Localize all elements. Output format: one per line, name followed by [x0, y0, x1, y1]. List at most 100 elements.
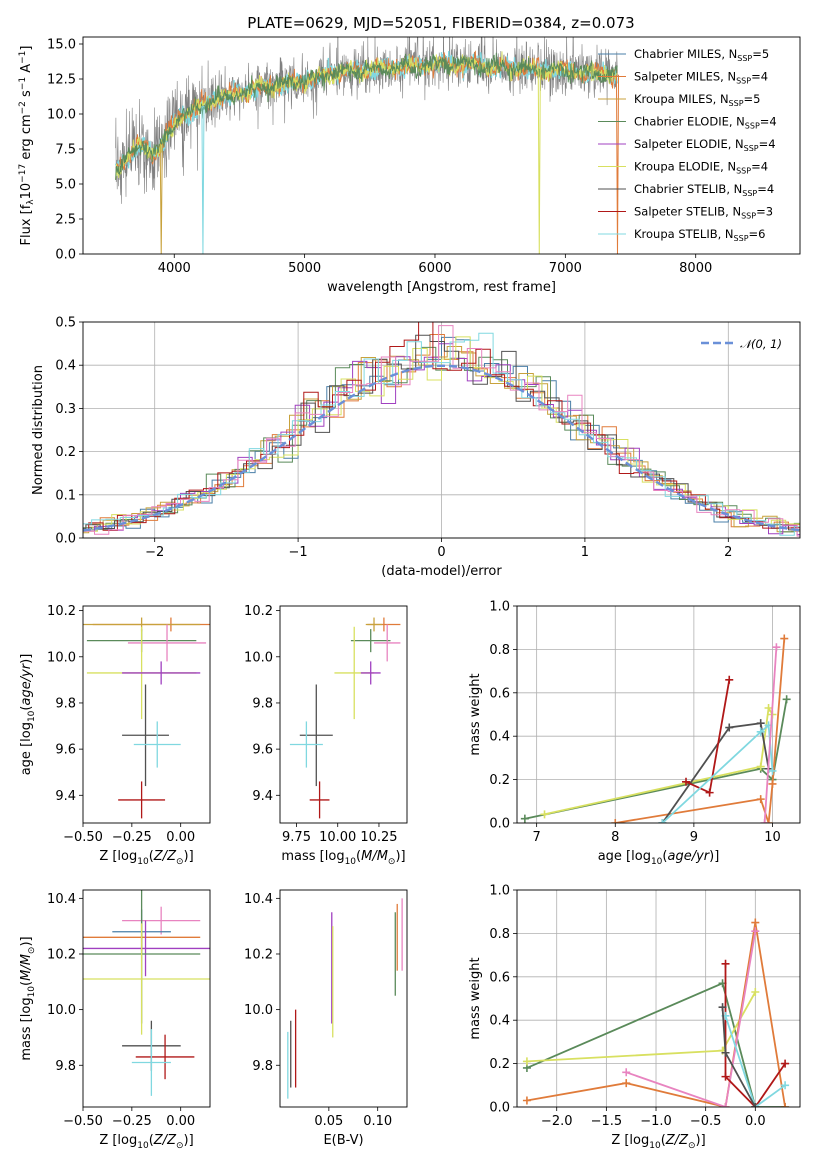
- mass-weight-series: [524, 699, 788, 820]
- plot-frame: [82, 36, 801, 255]
- y-tick-label: 9.4: [252, 789, 273, 804]
- massweight-vs-metallicity-panel: −2.0 −1.5 −1.0 −0.5 0.0 0.0 0.2 0.4 0.6 0.8 1.0 Z […: [468, 884, 801, 1151]
- y-tick-label: 0.4: [489, 730, 510, 745]
- x-tick-label: 2: [724, 545, 732, 560]
- y-tick-label: 9.8: [55, 696, 76, 711]
- plot-frame: [279, 889, 408, 1108]
- y-tick-label: 0.2: [489, 773, 510, 788]
- x-tick-label: −0.5: [690, 1114, 722, 1129]
- x-axis-label: wavelength [Angstrom, rest frame]: [327, 280, 556, 295]
- y-tick-label: 1.0: [489, 884, 510, 899]
- data-point-marker: [622, 1079, 631, 1088]
- plot-frame: [279, 605, 408, 824]
- x-axis-label: mass [log10(M/M⊙)]: [281, 849, 405, 867]
- legend-entry: Salpeter STELIB, NSSP=3: [634, 205, 773, 221]
- absorption-dip: [159, 144, 163, 254]
- x-tick-label: 6000: [418, 261, 451, 276]
- x-tick-label: 8: [611, 830, 619, 845]
- x-tick-label: 9: [690, 830, 698, 845]
- mass-weight-series: [724, 1015, 786, 1107]
- x-tick-label: 0.0: [745, 1114, 766, 1129]
- y-tick-label: 0.8: [489, 643, 510, 658]
- x-tick-label: 10: [764, 830, 781, 845]
- residual-histogram-series: [83, 343, 800, 536]
- y-tick-label: 2.5: [55, 213, 76, 228]
- y-tick-label: 10.0: [244, 650, 273, 665]
- y-tick-label: 10.2: [244, 947, 273, 962]
- y-axis-label: mass weight: [468, 957, 483, 1039]
- data-point-marker: [725, 723, 734, 732]
- x-tick-label: 0.00: [166, 830, 195, 845]
- x-tick-label: −1.0: [640, 1114, 672, 1129]
- y-tick-label: 9.8: [252, 696, 273, 711]
- y-axis-label: Normed distribution: [31, 365, 46, 495]
- y-tick-label: 1.0: [489, 600, 510, 615]
- y-tick-label: 0.4: [489, 1014, 510, 1029]
- data-point-marker: [782, 695, 791, 704]
- y-tick-label: 0.2: [489, 1057, 510, 1072]
- plot-frame: [82, 605, 211, 824]
- y-tick-label: 10.0: [47, 650, 76, 665]
- x-tick-label: −0.50: [63, 830, 103, 845]
- data-point-marker: [751, 918, 760, 927]
- data-point-marker: [780, 634, 789, 643]
- age-vs-metallicity-panel: −0.50 −0.25 0.00 9.4 9.6 9.8 10.0 10.2 Z [log10(…: [19, 604, 211, 867]
- x-tick-label: −2: [145, 545, 164, 560]
- x-tick-label: 7: [533, 830, 541, 845]
- data-point-marker: [781, 1081, 790, 1090]
- legend-entry: Chabrier STELIB, NSSP=4: [634, 182, 774, 198]
- data-point-marker: [751, 1103, 760, 1107]
- data-point-marker: [756, 727, 765, 736]
- x-axis-label: age [log10(age/yr)]: [598, 849, 720, 867]
- y-tick-label: 0.0: [55, 248, 76, 263]
- y-tick-label: 9.6: [252, 743, 273, 758]
- normal-reference-curve: [82, 364, 801, 532]
- x-tick-label: 8000: [679, 261, 712, 276]
- y-axis-label: age [log10(age/yr)]: [19, 654, 37, 776]
- residual-histogram-series: [83, 325, 800, 537]
- data-point-marker: [768, 779, 777, 788]
- x-tick-label: 10.25: [360, 830, 397, 845]
- plot-frame: [516, 605, 801, 824]
- data-point-marker: [522, 1057, 531, 1066]
- x-tick-label: −1.5: [591, 1114, 623, 1129]
- y-tick-label: 9.4: [55, 789, 76, 804]
- x-tick-label: 0.10: [363, 1114, 392, 1129]
- y-tick-label: 10.4: [47, 892, 76, 907]
- x-axis-label: Z [log10(Z/Z⊙)]: [611, 1133, 705, 1151]
- x-tick-label: 7000: [549, 261, 582, 276]
- mass-weight-series: [625, 931, 757, 1107]
- model-spectrum-line: [115, 51, 618, 180]
- x-tick-label: −0.25: [112, 1114, 152, 1129]
- absorption-dip: [615, 74, 620, 254]
- y-tick-label: 5.0: [55, 178, 76, 193]
- x-tick-label: 0.00: [166, 1114, 195, 1129]
- plot-frame: [82, 321, 801, 539]
- data-point-marker: [772, 643, 781, 652]
- x-tick-label: 4000: [158, 261, 191, 276]
- mass-vs-ebv-panel: 0.05 0.10 9.8 10.0 10.2 10.4 E(B-V): [244, 889, 408, 1148]
- residual-histogram-series: [83, 346, 800, 533]
- legend-entry: Kroupa ELODIE, NSSP=4: [634, 160, 768, 176]
- y-tick-label: 10.0: [244, 1003, 273, 1018]
- data-point-marker: [768, 766, 777, 775]
- data-point-marker: [658, 819, 667, 823]
- y-axis-label: mass weight: [468, 673, 483, 755]
- data-point-marker: [781, 1103, 790, 1107]
- mass-weight-series: [661, 722, 770, 823]
- data-point-marker: [764, 703, 773, 712]
- absorption-dip: [537, 69, 541, 254]
- mass-weight-series: [763, 647, 778, 823]
- data-point-marker: [718, 1003, 727, 1012]
- x-axis-label: (data-model)/error: [381, 564, 502, 579]
- data-point-marker: [682, 777, 691, 786]
- y-tick-label: 10.2: [47, 604, 76, 619]
- data-point-marker: [611, 819, 620, 823]
- data-point-marker: [721, 1048, 730, 1057]
- mass-weight-series: [615, 638, 786, 823]
- y-tick-label: 0.0: [489, 817, 510, 832]
- mass-weight-series: [544, 705, 774, 816]
- y-tick-label: 9.6: [55, 743, 76, 758]
- legend-entry: Salpeter MILES, NSSP=4: [634, 70, 768, 86]
